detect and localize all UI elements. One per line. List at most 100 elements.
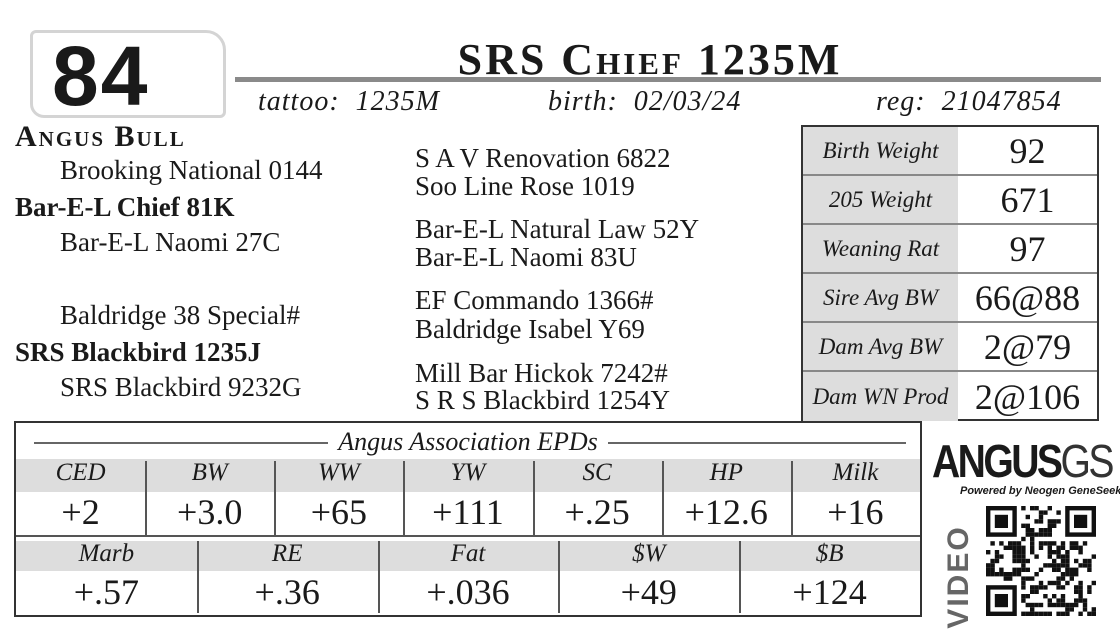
qr-module (1082, 607, 1088, 612)
qr-module (999, 541, 1004, 546)
qr-module (1087, 563, 1092, 568)
qr-module (986, 567, 991, 572)
qr-module (990, 541, 995, 546)
qr-module (1016, 541, 1022, 546)
logo-tagline: Powered by Neogen GeneSeek (960, 485, 1120, 497)
reg-value: 21047854 (941, 86, 1062, 117)
qr-module (1012, 567, 1017, 572)
qr-module (1078, 580, 1083, 586)
qr-module (1052, 541, 1057, 546)
birth-value: 02/03/24 (633, 86, 742, 117)
epd-header: Fat (450, 540, 486, 567)
qr-module (1030, 536, 1035, 542)
epd-header: YW (450, 459, 486, 486)
qr-module (1060, 576, 1066, 581)
lot-number: 84 (52, 29, 150, 123)
epd-value: +49 (620, 572, 677, 612)
qr-module (990, 572, 995, 577)
qr-module (1038, 602, 1044, 608)
stat-row: Dam WN Prod 2@106 (803, 372, 1097, 421)
qr-module (1074, 567, 1079, 572)
qr-module (1043, 541, 1048, 546)
qr-module (1030, 528, 1035, 533)
qr-module (1052, 519, 1057, 524)
stat-row: Sire Avg BW 66@88 (803, 274, 1097, 323)
logo: ANGUSGS (932, 434, 1114, 488)
epd-header: CED (55, 459, 106, 486)
qr-module (1060, 554, 1066, 559)
qr-module (1091, 554, 1096, 559)
epd-value: +.36 (254, 572, 320, 612)
qr-module (1021, 554, 1026, 559)
qr-module (1065, 580, 1070, 586)
column-divider (558, 541, 561, 613)
qr-module (1012, 550, 1017, 555)
qr-module (999, 567, 1004, 572)
performance-table: Birth Weight 92 205 Weight 671 Weaning Rat 97… (801, 125, 1099, 421)
qr-module (1038, 541, 1044, 546)
qr-module (999, 572, 1004, 577)
epd-header: HP (709, 459, 743, 486)
qr-module (1025, 514, 1030, 520)
qr-module (1043, 532, 1048, 537)
qr-module (1025, 567, 1030, 572)
qr-module (1025, 528, 1030, 533)
qr-module (1056, 510, 1061, 515)
animal-kind: Angus Bull (15, 120, 186, 153)
birth-info: birth: 02/03/24 (548, 86, 741, 118)
pedigree-name: Bar-E-L Naomi 27C (60, 227, 281, 257)
qr-module (1021, 585, 1026, 590)
qr-module (1074, 602, 1079, 608)
qr-module (1047, 611, 1052, 616)
qr-module (1047, 550, 1052, 555)
qr-module (1065, 554, 1070, 559)
column-divider (196, 541, 199, 613)
qr-module (1069, 541, 1074, 546)
pedigree-name: Brooking National 0144 (60, 155, 323, 185)
qr-module (1074, 558, 1079, 564)
qr-module (1078, 563, 1083, 568)
qr-module (1047, 602, 1052, 608)
qr-module (1034, 554, 1039, 559)
qr-module (1069, 572, 1074, 577)
qr-module (1038, 580, 1044, 586)
qr-module (1034, 589, 1039, 594)
qr-module (1025, 532, 1030, 537)
qr-module (1043, 528, 1048, 533)
epd-value: +111 (432, 492, 504, 532)
qr-module (1069, 576, 1074, 581)
qr-module (1060, 572, 1066, 577)
qr-module (1030, 576, 1035, 581)
video-label: VIDEO (942, 525, 975, 629)
qr-module (1025, 576, 1030, 581)
qr-module (1052, 563, 1057, 568)
qr-module (1021, 545, 1026, 550)
column-divider (145, 461, 148, 535)
qr-module (1060, 558, 1066, 564)
qr-module (1021, 567, 1026, 572)
qr-module (1030, 589, 1035, 594)
stat-row: Birth Weight 92 (803, 127, 1097, 176)
qr-module (1003, 576, 1008, 581)
qr-module (994, 558, 1000, 564)
qr-module (1038, 611, 1044, 616)
qr-module (1021, 558, 1026, 564)
qr-module (1025, 594, 1030, 599)
epd-header: BW (191, 459, 228, 486)
pedigree-name: Bar-E-L Chief 81K (15, 192, 235, 222)
pedigree-name: S A V Renovation 6822 (415, 143, 671, 173)
qr-module (1056, 567, 1061, 572)
tattoo-label: tattoo: (258, 86, 340, 117)
qr-module (1074, 514, 1088, 528)
column-divider (377, 541, 380, 613)
qr-module (1025, 611, 1030, 616)
stat-value: 2@79 (983, 326, 1072, 367)
qr-module (1087, 611, 1092, 616)
qr-module (986, 550, 991, 555)
qr-module (1082, 558, 1088, 564)
qr-module (1021, 523, 1026, 528)
qr-module (1038, 532, 1044, 537)
qr-module (1078, 598, 1083, 603)
qr-module (994, 554, 1000, 559)
qr-module (1034, 602, 1039, 608)
